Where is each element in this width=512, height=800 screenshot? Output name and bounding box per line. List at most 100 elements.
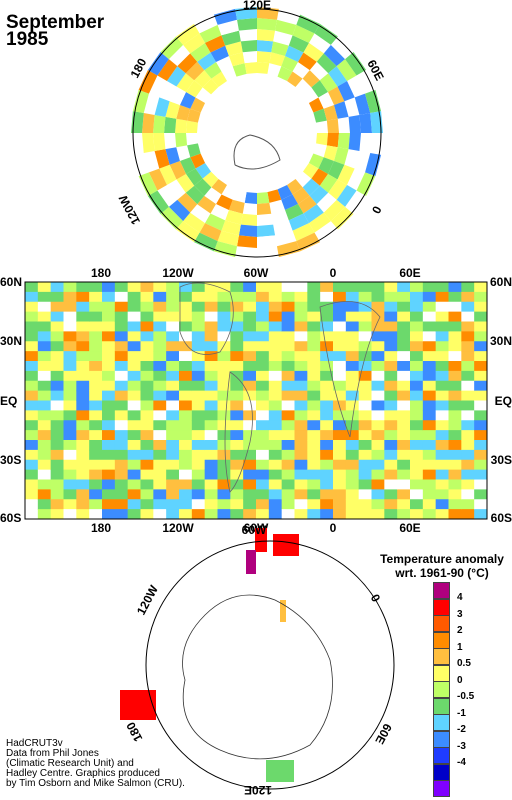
- grid-cell: [320, 311, 334, 323]
- polar-cell: [240, 40, 257, 53]
- grid-cell: [410, 370, 424, 382]
- grid-cell: [422, 341, 437, 352]
- polar-cell: [292, 223, 315, 242]
- grid-cell: [307, 370, 321, 382]
- grid-cell: [333, 440, 347, 451]
- grid-cell: [294, 291, 308, 303]
- grid-cell: [204, 291, 218, 303]
- grid-cell: [140, 430, 154, 441]
- grid-cell: [127, 449, 141, 461]
- grid-cell: [320, 370, 334, 382]
- grid-cell: [179, 321, 193, 332]
- polar-cell: [257, 18, 277, 31]
- grid-cell: [153, 291, 167, 303]
- grid-cell: [114, 449, 129, 461]
- grid-cell: [191, 499, 206, 510]
- grid-cell: [89, 301, 103, 313]
- polar-cell: [183, 212, 205, 233]
- grid-cell: [435, 291, 449, 303]
- grid-cell: [358, 469, 372, 481]
- grid-cell: [371, 420, 385, 431]
- grid-cell: [140, 420, 154, 431]
- north-coastline: [233, 134, 281, 170]
- grid-cell: [102, 509, 116, 520]
- grid-cell: [127, 370, 141, 382]
- grid-cell: [256, 400, 270, 411]
- grid-cell: [358, 390, 372, 402]
- polar-cell: [154, 97, 170, 117]
- grid-cell: [217, 489, 231, 500]
- grid-cell: [281, 459, 295, 471]
- grid-cell: [37, 410, 52, 421]
- polar-cell: [257, 224, 276, 237]
- grid-cell: [50, 459, 64, 471]
- grid-cell: [384, 430, 398, 441]
- grid-cell: [50, 380, 64, 392]
- grid-cell: [397, 459, 411, 471]
- grid-cell: [268, 509, 283, 520]
- grid-cell: [204, 361, 218, 372]
- grid-cell: [474, 499, 488, 510]
- grid-cell: [333, 361, 347, 372]
- grid-cell: [166, 361, 180, 372]
- grid-cell: [179, 341, 193, 352]
- lat-label-right: 30S: [491, 453, 512, 467]
- grid-cell: [127, 390, 141, 402]
- grid-cell: [422, 301, 437, 313]
- grid-cell: [422, 380, 437, 392]
- grid-cell: [127, 341, 141, 352]
- polar-cell: [275, 19, 297, 36]
- grid-cell: [307, 440, 321, 451]
- lat-label-left: 30S: [0, 453, 21, 467]
- grid-cell: [37, 341, 52, 352]
- grid-cell: [461, 469, 475, 481]
- polar-cell: [328, 86, 345, 105]
- polar-cell: [190, 153, 206, 169]
- grid-cell: [217, 341, 231, 352]
- legend-swatch: [433, 598, 450, 616]
- grid-cell: [25, 479, 39, 490]
- polar-cell: [238, 224, 257, 237]
- grid-cell: [140, 380, 154, 392]
- grid-cell: [474, 351, 488, 362]
- grid-cell: [243, 361, 257, 372]
- grid-cell: [114, 321, 129, 332]
- grid-cell: [294, 301, 308, 313]
- grid-cell: [358, 400, 372, 411]
- grid-cell: [410, 489, 424, 500]
- grid-cell: [37, 459, 52, 471]
- polar-cell: [142, 133, 155, 153]
- grid-cell: [76, 420, 90, 431]
- grid-cell: [153, 311, 167, 323]
- grid-cell: [294, 410, 308, 421]
- grid-cell: [281, 489, 295, 500]
- legend-swatch: [433, 681, 450, 698]
- grid-cell: [307, 479, 321, 490]
- grid-cell: [191, 370, 206, 382]
- grid-cell: [166, 459, 180, 471]
- grid-cell: [63, 449, 77, 461]
- grid-cell: [204, 420, 218, 431]
- grid-cell: [114, 370, 129, 382]
- grid-cell: [37, 321, 52, 332]
- grid-cell: [474, 301, 488, 313]
- grid-cell: [114, 489, 129, 500]
- grid-cell: [333, 311, 347, 323]
- grid-cell: [217, 449, 231, 461]
- world-lat-labels-right: 60N 30N EQ 30S 60S: [490, 275, 512, 525]
- grid-cell: [204, 449, 218, 461]
- polar-cell: [176, 174, 195, 193]
- lon-label-bottom: 60W: [244, 521, 269, 532]
- polar-cell: [365, 89, 382, 114]
- grid-cell: [50, 440, 64, 451]
- polar-cell: [232, 189, 247, 203]
- grid-cell: [345, 459, 360, 471]
- grid-cell: [461, 499, 475, 510]
- grid-cell: [320, 341, 334, 352]
- grid-cell: [76, 380, 90, 392]
- south-label-0: 0: [368, 592, 384, 605]
- grid-cell: [217, 301, 231, 313]
- grid-cell: [89, 282, 103, 293]
- grid-cell: [474, 489, 488, 500]
- grid-cell: [256, 430, 270, 441]
